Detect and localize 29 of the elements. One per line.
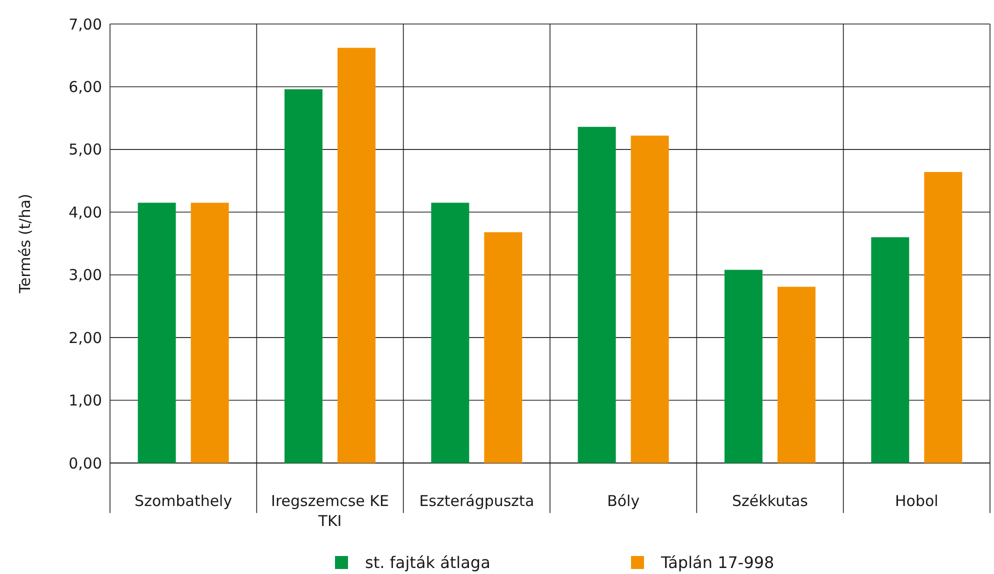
y-tick-label: 7,00 xyxy=(68,15,102,34)
bar xyxy=(190,202,229,463)
bar xyxy=(484,232,522,463)
bar xyxy=(724,270,762,463)
y-tick-label: 2,00 xyxy=(68,328,102,347)
legend-label: Táplán 17-998 xyxy=(660,553,774,572)
y-tick-label: 4,00 xyxy=(68,203,102,222)
bar xyxy=(578,126,616,463)
y-tick-label: 5,00 xyxy=(68,140,102,159)
x-tick-label: Eszterágpuszta xyxy=(419,492,534,510)
y-tick-label: 1,00 xyxy=(68,392,102,410)
x-tick-label: Székkutas xyxy=(732,492,808,510)
bar xyxy=(871,237,910,463)
legend-label: st. fajták átlaga xyxy=(365,553,490,572)
bar xyxy=(778,286,816,463)
bar xyxy=(138,202,176,463)
x-tick-label: Szombathely xyxy=(134,492,232,510)
bar xyxy=(924,172,962,463)
y-tick-label: 3,00 xyxy=(68,266,102,284)
y-tick-label: 6,00 xyxy=(68,78,102,96)
bar xyxy=(338,48,376,463)
y-tick-label: 0,00 xyxy=(68,454,102,472)
bar xyxy=(630,136,669,463)
x-tick-label: Iregszemcse KE TKI xyxy=(271,492,389,530)
bar xyxy=(284,89,322,463)
x-tick-label: Hobol xyxy=(895,492,938,510)
y-axis-title: Termés (t/ha) xyxy=(16,194,34,294)
x-tick-label: Bóly xyxy=(607,492,640,510)
bar xyxy=(431,202,470,463)
